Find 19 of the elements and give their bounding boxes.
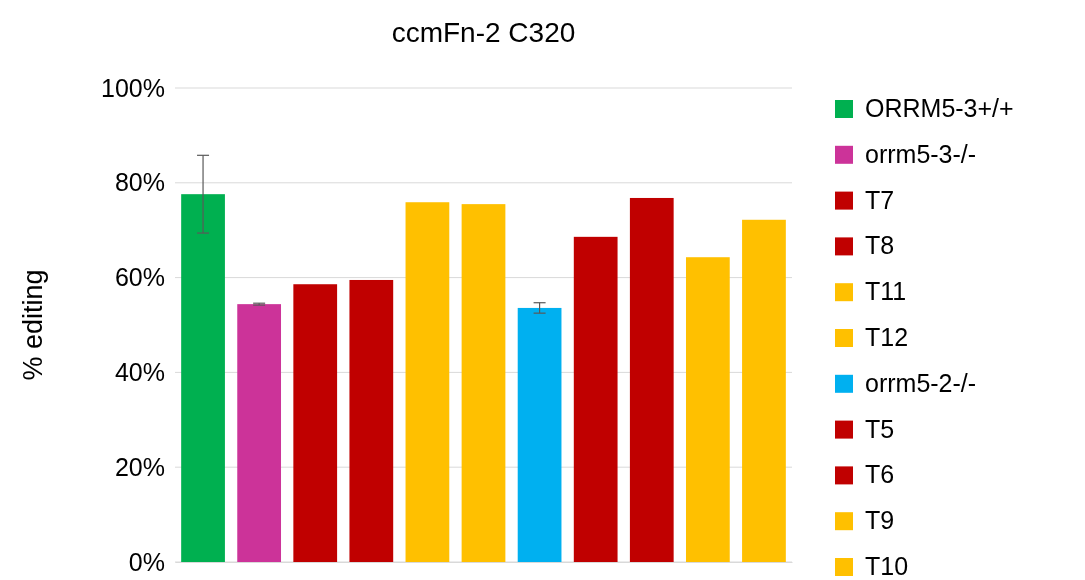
legend-label: T10 [865, 552, 909, 580]
legend-label: T11 [865, 277, 907, 306]
y-axis-title: % editing [18, 269, 48, 381]
legend-label: orrm5-3-/- [865, 139, 977, 168]
legend-label: orrm5-2-/- [865, 368, 977, 397]
legend-label: T5 [865, 414, 895, 443]
y-tick-label: 80% [114, 168, 165, 197]
chart-title: ccmFn-2 C320 [391, 17, 576, 48]
legend-label: ORRM5-3+/+ [865, 94, 1014, 122]
legend-label: T6 [865, 460, 895, 489]
y-tick-label: 0% [128, 547, 165, 576]
y-tick-label: 40% [114, 357, 165, 386]
legend-label: T12 [865, 323, 909, 351]
y-tick-label: 20% [114, 452, 165, 481]
legend-label: T8 [865, 231, 895, 260]
legend-label: T9 [865, 506, 895, 535]
legend-label: T7 [865, 185, 895, 214]
y-tick-label: 60% [114, 263, 165, 292]
y-tick-label: 100% [101, 73, 165, 102]
